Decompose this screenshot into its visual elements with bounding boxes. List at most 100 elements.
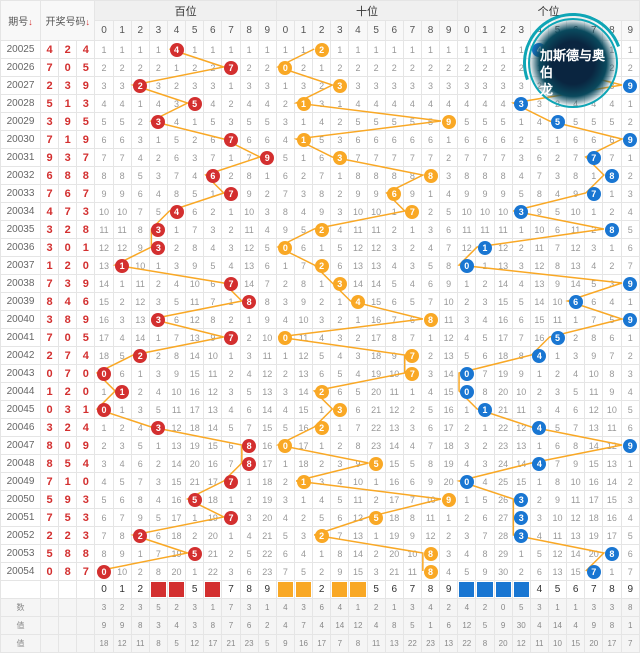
trend-cell: 6 [567,131,585,149]
ball-orange: 0 [278,241,292,255]
trend-cell: 26 [494,491,512,509]
draw-digit: 4 [77,455,95,473]
trend-cell: 5 [276,419,294,437]
trend-cell: 5 [367,455,385,473]
stat-cell: 3 [186,599,204,617]
trend-cell: 8 [512,347,530,365]
trend-cell: 6 [621,419,640,437]
trend-cell: 21 [367,401,385,419]
trend-cell: 20 [186,455,204,473]
trend-cell: 14 [349,545,367,563]
trend-cell: 4 [494,95,512,113]
trend-cell: 3 [240,77,258,95]
trend-cell: 11 [349,221,367,239]
trend-cell: 7 [167,329,185,347]
trend-cell: 4 [349,95,367,113]
trend-cell: 1 [131,365,149,383]
trend-cell: 5 [258,113,276,131]
draw-digit: 5 [41,95,59,113]
trend-cell: 8 [313,185,331,203]
trend-cell: 2 [403,401,421,419]
trend-cell: 20 [258,509,276,527]
trend-cell: 1 [240,41,258,59]
ball-orange: 2 [315,385,329,399]
trend-cell: 1 [567,311,585,329]
ball-red: 0 [97,367,111,381]
draw-digit: 2 [59,419,77,437]
trend-cell: 16 [494,311,512,329]
trend-cell: 9 [95,185,113,203]
trend-cell: 4 [113,329,131,347]
trend-cell: 9 [167,365,185,383]
trend-cell: 8 [548,257,566,275]
trend-cell: 2 [258,185,276,203]
trend-cell: 13 [258,383,276,401]
trend-cell: 10 [204,347,222,365]
trend-cell: 12 [294,347,312,365]
draw-digit: 3 [41,221,59,239]
trend-cell: 10 [512,383,530,401]
trend-cell: 7 [222,455,240,473]
trend-cell: 5 [603,113,621,131]
draw-digit: 1 [59,131,77,149]
trend-cell: 4 [149,491,167,509]
trend-cell: 1 [621,293,640,311]
trend-cell: 3 [512,527,530,545]
ball-blue: 3 [514,205,528,219]
summary-digit: 2 [313,581,331,599]
trend-cell: 9 [258,311,276,329]
trend-cell: 1 [149,437,167,455]
trend-cell: 3 [95,455,113,473]
period-cell: 20033 [1,185,41,203]
trend-cell: 9 [440,491,458,509]
trend-cell: 20 [440,473,458,491]
trend-cell: 3 [458,437,476,455]
ball-red: 9 [260,151,274,165]
trend-cell: 6 [149,527,167,545]
trend-cell: 2 [331,59,349,77]
trend-cell: 6 [294,239,312,257]
trend-cell: 5 [530,545,548,563]
trend-cell: 1 [621,329,640,347]
header-digit: 8 [421,21,439,41]
trend-cell: 5 [512,185,530,203]
stat-cell: 1 [349,599,367,617]
trend-cell: 1 [294,131,312,149]
ball-blue: 3 [514,97,528,111]
ball-orange: 9 [442,115,456,129]
trend-cell: 3 [512,509,530,527]
trend-cell: 5 [258,239,276,257]
summary-digit: 8 [421,581,439,599]
trend-cell: 14 [349,275,367,293]
trend-cell: 14 [258,401,276,419]
trend-cell: 19 [385,527,403,545]
trend-cell: 10 [113,203,131,221]
trend-cell: 9 [131,239,149,257]
trend-cell: 1 [512,545,530,563]
trend-cell: 8 [131,221,149,239]
trend-cell: 2 [313,383,331,401]
draw-digit: 7 [41,509,59,527]
trend-cell: 9 [567,185,585,203]
trend-cell: 1 [149,131,167,149]
trend-cell: 7 [95,149,113,167]
trend-cell: 16 [294,419,312,437]
stat-cell: 5 [167,635,185,653]
period-cell: 20036 [1,239,41,257]
trend-cell: 4 [240,527,258,545]
trend-cell: 2 [367,59,385,77]
header-digit: 9 [440,21,458,41]
trend-cell: 8 [403,509,421,527]
ball-blue: 3 [514,529,528,543]
stat-cell: 3 [403,599,421,617]
trend-cell: 1 [95,41,113,59]
trend-cell: 3 [458,77,476,95]
trend-cell: 7 [421,149,439,167]
trend-cell: 7 [512,329,530,347]
trend-cell: 6 [113,131,131,149]
ball-orange: 5 [369,457,383,471]
summary-digit [276,581,294,599]
period-cell: 20044 [1,383,41,401]
trend-cell: 6 [113,491,131,509]
trend-cell: 8 [421,563,439,581]
